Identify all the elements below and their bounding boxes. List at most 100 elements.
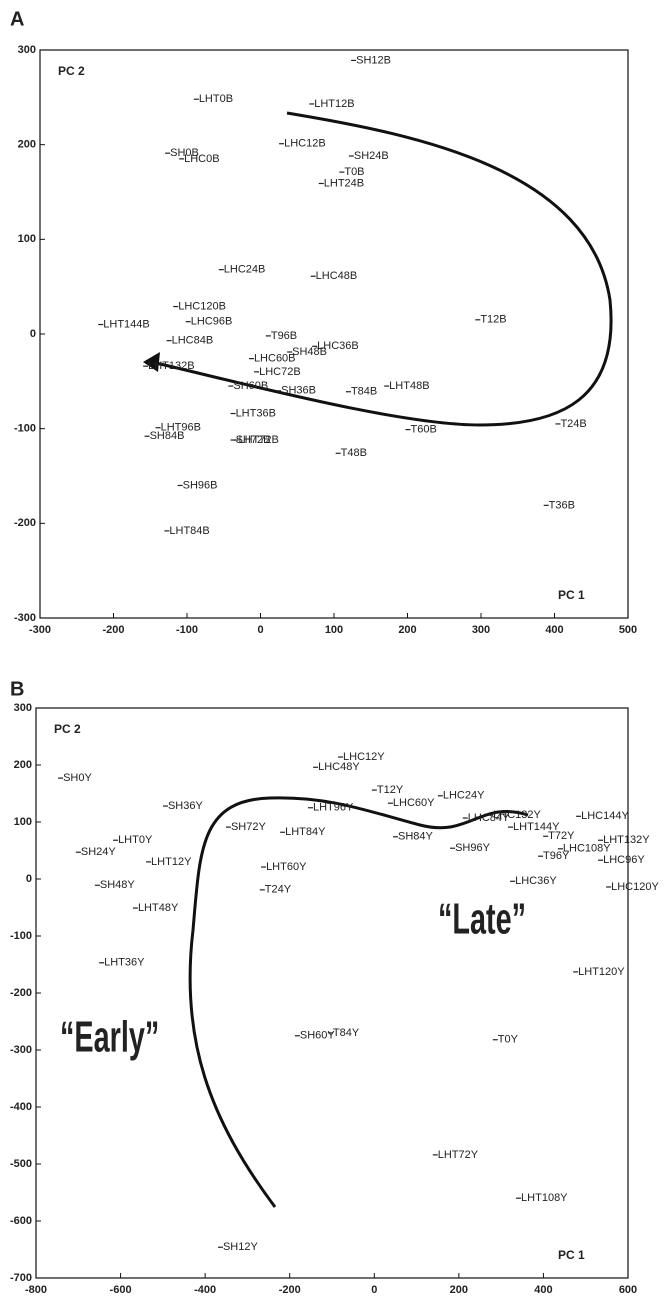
y-tick-label: -400 (10, 1101, 32, 1113)
point-label: LHC36Y (515, 875, 557, 887)
trajectory-curve (155, 111, 613, 427)
point-label: SH36B (281, 385, 316, 397)
trajectory-curve (188, 796, 529, 1208)
y-tick-label: -200 (10, 987, 32, 999)
y-tick-label: -600 (10, 1215, 32, 1227)
y-tick-label: 0 (26, 873, 32, 885)
point-label: SH72Y (231, 821, 267, 833)
point-label: LHC36B (317, 340, 359, 352)
point-label: LHC120Y (611, 881, 659, 893)
point-label: LHC24B (224, 264, 266, 276)
x-axis-label: PC 1 (558, 588, 585, 602)
point-label: LHC120B (178, 300, 226, 312)
point-label: LHT72Y (438, 1149, 479, 1161)
point-label: SH48Y (100, 879, 136, 891)
point-label: T0Y (498, 1034, 519, 1046)
point-label: LHC108Y (563, 843, 611, 855)
x-tick-label: 600 (619, 1284, 637, 1296)
point-label: LHC132Y (493, 809, 541, 821)
point-label: SH24Y (81, 846, 117, 858)
panel-label: B (10, 678, 24, 700)
x-tick-label: 400 (545, 624, 563, 636)
y-tick-label: 300 (18, 44, 36, 56)
point-label: SH96B (183, 479, 218, 491)
point-label: T24Y (265, 884, 292, 896)
point-label: LHT108Y (521, 1192, 568, 1204)
point-label: LHC84B (172, 335, 214, 347)
point-label: SH96Y (455, 842, 491, 854)
point-label: T72Y (548, 830, 575, 842)
y-tick-label: -100 (10, 930, 32, 942)
y-tick-label: 100 (18, 233, 36, 245)
point-label: T96Y (543, 850, 570, 862)
trajectory-arrowhead (143, 352, 160, 372)
y-tick-label: 200 (18, 139, 36, 151)
point-label: LHT12B (314, 98, 354, 110)
point-label: T12Y (377, 784, 404, 796)
point-label: LHT96B (161, 422, 201, 434)
x-tick-label: -200 (279, 1284, 301, 1296)
point-label: SH24B (354, 150, 389, 162)
x-tick-label: 400 (534, 1284, 552, 1296)
x-tick-label: -400 (194, 1284, 216, 1296)
point-label: LHT48Y (138, 902, 179, 914)
point-label: SH48B (292, 346, 327, 358)
point-label: T96B (271, 330, 297, 342)
point-label: LHC60B (254, 353, 296, 365)
point-label: SH84B (150, 430, 185, 442)
y-tick-label: -100 (14, 423, 36, 435)
point-label: LHT84Y (285, 826, 326, 838)
y-tick-label: 0 (30, 328, 36, 340)
x-tick-label: -200 (102, 624, 124, 636)
point-label: T24B (560, 418, 586, 430)
point-label: LHC144Y (581, 810, 629, 822)
point-label: T84B (351, 386, 377, 398)
point-label: SH12B (356, 54, 391, 66)
point-label: SH60B (233, 380, 268, 392)
point-label: LHC72B (259, 366, 301, 378)
x-tick-label: -300 (29, 624, 51, 636)
point-label: LHC96B (191, 316, 233, 328)
point-label: LHT72B (239, 434, 279, 446)
point-label: LHT60Y (266, 861, 307, 873)
point-label: SH84Y (398, 831, 434, 843)
point-label: LHT144B (103, 318, 149, 330)
y-tick-label: -500 (10, 1158, 32, 1170)
point-label: LHT36B (236, 407, 276, 419)
point-label: LHT132B (148, 360, 194, 372)
point-label: LHT36Y (104, 957, 145, 969)
point-label: LHT144Y (513, 821, 560, 833)
point-label: SH0B (170, 147, 199, 159)
point-label: LHC84Y (468, 812, 510, 824)
point-label: LHT0B (199, 93, 233, 105)
point-label: T0B (344, 166, 364, 178)
x-tick-label: -600 (110, 1284, 132, 1296)
point-label: LHT24B (324, 177, 364, 189)
point-label: LHT84B (169, 525, 209, 537)
y-tick-label: 200 (14, 759, 32, 771)
y-axis-label: PC 2 (58, 64, 85, 78)
point-label: SH12Y (223, 1241, 259, 1253)
x-tick-label: 100 (325, 624, 343, 636)
point-label: T36B (549, 499, 575, 511)
plot-frame (39, 49, 629, 619)
point-label: SH0Y (63, 772, 92, 784)
annotation: “Late” (438, 895, 526, 943)
point-label: T12B (480, 314, 506, 326)
point-label: LHT0Y (118, 834, 153, 846)
x-tick-label: 200 (450, 1284, 468, 1296)
point-label: T60B (411, 424, 437, 436)
point-label: T48B (341, 447, 367, 459)
y-tick-label: -300 (10, 1044, 32, 1056)
point-label: LHT48B (389, 380, 429, 392)
point-label: LHC12Y (343, 751, 385, 763)
point-label: LHT96Y (313, 802, 354, 814)
point-label: LHC12B (284, 138, 326, 150)
point-label: LHC48B (316, 270, 358, 282)
point-label: SH60Y (300, 1030, 336, 1042)
point-label: LHT132Y (603, 834, 650, 846)
x-tick-label: -100 (176, 624, 198, 636)
point-label: T84Y (333, 1027, 360, 1039)
